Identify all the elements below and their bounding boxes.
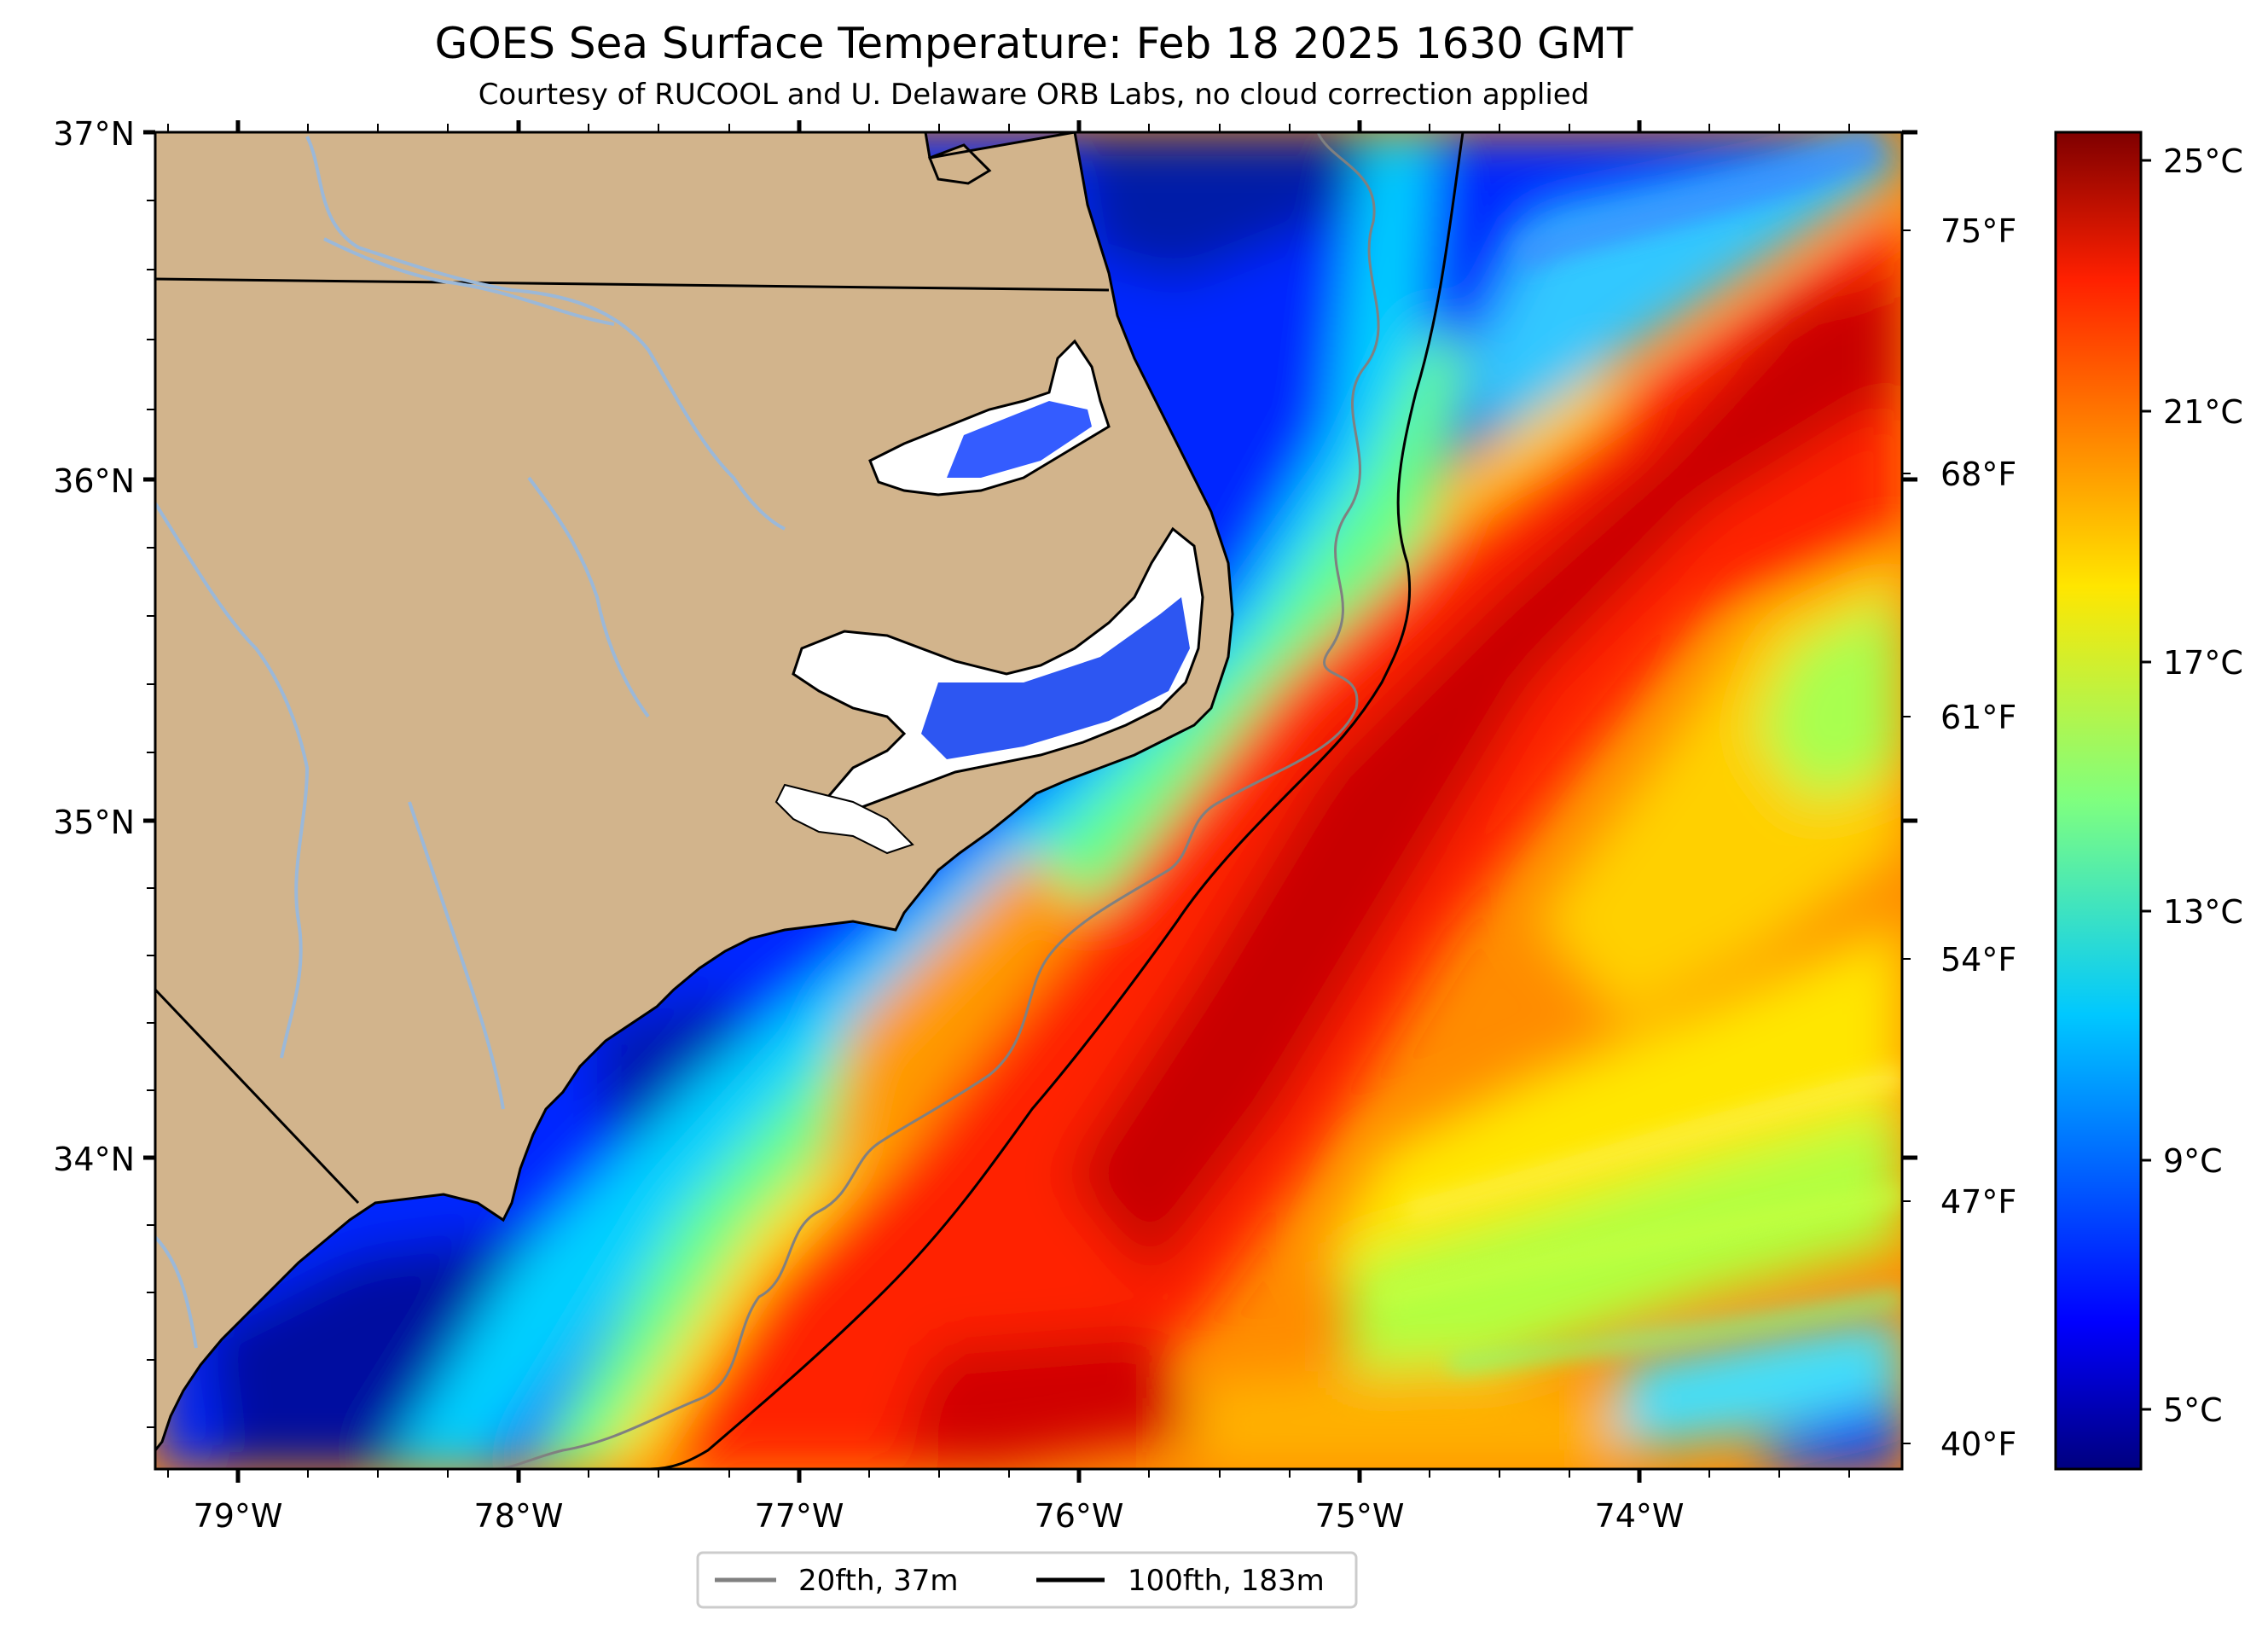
fahrenheit-label-54: 54°F <box>1940 941 2016 979</box>
albemarle-sound <box>868 339 1111 497</box>
colorbar-label-5c: 5°C <box>2163 1391 2223 1429</box>
lon-label-76w: 76°W <box>1035 1497 1124 1535</box>
fahrenheit-label-61: 61°F <box>1940 699 2016 736</box>
lon-label-79w: 79°W <box>194 1497 283 1535</box>
va-nc-border <box>155 277 1110 292</box>
legend-label-20fth: 20fth, 37m <box>798 1564 959 1598</box>
lat-label-34n: 34°N <box>53 1141 135 1178</box>
lat-label-35n: 35°N <box>53 804 135 841</box>
lat-axis <box>143 130 1917 1160</box>
lon-axis <box>235 120 1642 1483</box>
sst-map <box>155 132 1902 1469</box>
lon-label-74w: 74°W <box>1595 1497 1685 1535</box>
legend: 20fth, 37m 100fth, 183m <box>696 1551 1358 1609</box>
lat-minor-ticks <box>147 200 155 1428</box>
legend-box <box>696 1551 1358 1609</box>
isobath-100fth <box>647 132 1465 1469</box>
lon-minor-ticks <box>167 124 1850 1478</box>
colorbar-label-17c: 17°C <box>2163 644 2243 682</box>
colorbar-gradient <box>2054 131 2143 1471</box>
colorbar-ticks <box>2141 159 2151 1411</box>
lon-label-75w: 75°W <box>1315 1497 1405 1535</box>
inner-sound <box>774 783 914 855</box>
map-frame <box>154 131 1904 1471</box>
fahrenheit-label-68: 68°F <box>1940 456 2016 493</box>
isobaths <box>494 132 1465 1469</box>
colorbar: 25°C 21°C 17°C 13°C 9°C 5°C <box>2054 131 2243 1471</box>
colorbar-label-13c: 13°C <box>2163 893 2243 931</box>
lon-label-77w: 77°W <box>755 1497 844 1535</box>
colorbar-label-25c: 25°C <box>2163 142 2243 180</box>
fahrenheit-label-47: 47°F <box>1940 1183 2016 1221</box>
fahrenheit-label-40: 40°F <box>1940 1426 2016 1463</box>
colorbar-label-21c: 21°C <box>2163 393 2243 431</box>
fahrenheit-label-75: 75°F <box>1940 212 2016 250</box>
lat-label-36n: 36°N <box>53 462 135 500</box>
lon-label-78w: 78°W <box>474 1497 564 1535</box>
map-title: GOES Sea Surface Temperature: Feb 18 202… <box>435 19 1633 68</box>
rivers <box>155 136 786 1349</box>
sst-texture <box>1379 132 1902 1373</box>
colorbar-label-9c: 9°C <box>2163 1142 2223 1180</box>
isobath-20fth <box>494 132 1380 1469</box>
fahrenheit-ticks <box>1902 229 1911 1444</box>
lat-label-37n: 37°N <box>53 115 135 153</box>
sound-water <box>921 401 1190 759</box>
map-subtitle: Courtesy of RUCOOL and U. Delaware ORB L… <box>479 78 1590 112</box>
legend-label-100fth: 100fth, 183m <box>1128 1564 1325 1598</box>
nc-sc-border <box>155 988 360 1205</box>
